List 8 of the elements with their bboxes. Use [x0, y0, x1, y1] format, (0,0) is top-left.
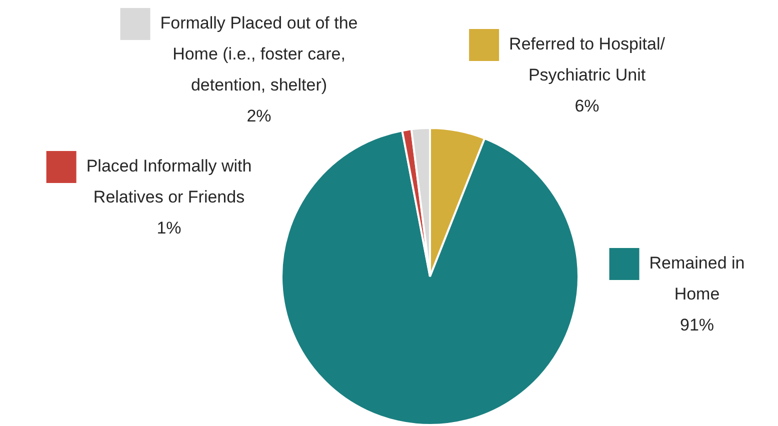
data-label: 2% — [246, 106, 272, 126]
legend-label: Placed Informally with Relatives or Friends — [86, 156, 252, 207]
data-label: 6% — [574, 96, 600, 116]
data-label: 1% — [156, 218, 182, 238]
legend-label: Remained in Home — [649, 254, 745, 304]
data-label: 91% — [680, 316, 714, 335]
legend-label: Formally Placed out of the Home (i.e., foster care, detention, shelter) — [160, 14, 358, 95]
legend-label: Referred to Hospital/ Psychiatric Unit — [509, 34, 666, 85]
